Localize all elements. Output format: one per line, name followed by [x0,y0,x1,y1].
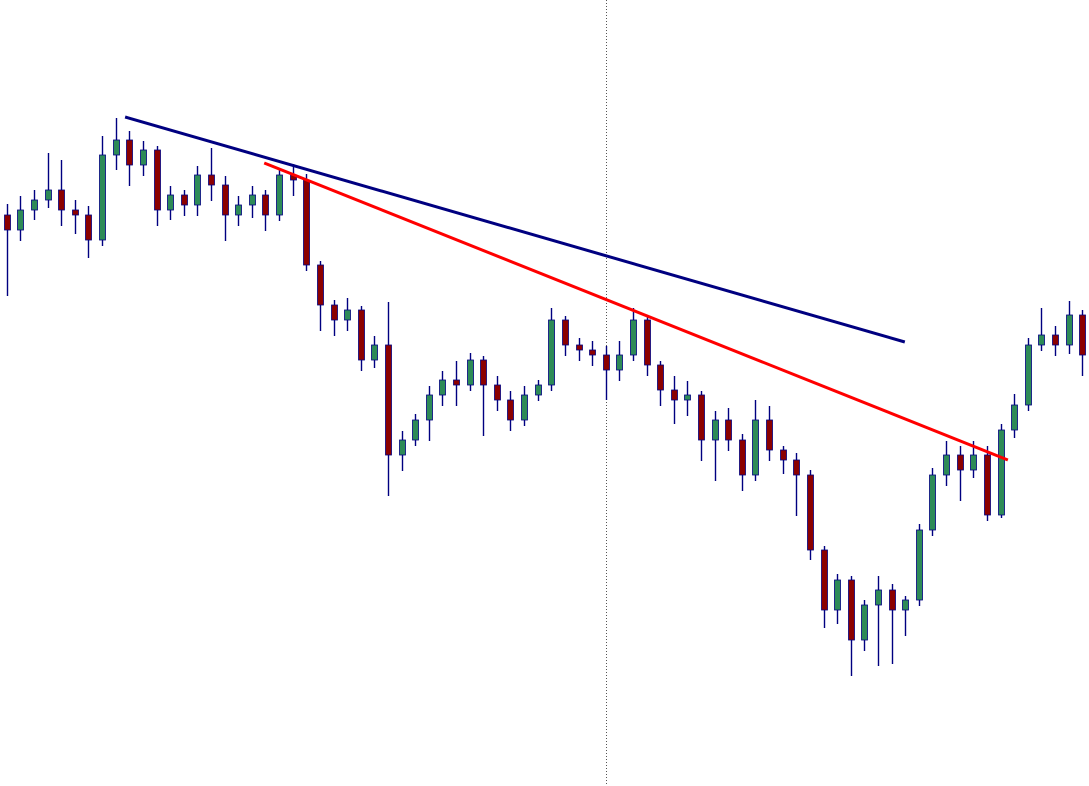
candle-body [548,319,555,386]
candle-body [875,589,882,606]
candle-body [399,439,406,456]
candle-body [1079,314,1086,356]
candle-body [957,454,964,471]
candle-body [412,419,419,441]
trend-line [263,161,1009,462]
trend-line [124,115,906,344]
candle-body [739,439,746,476]
candle-body [1052,334,1059,346]
candle-body [1066,314,1073,346]
candle-body [603,354,610,371]
candle-body [616,354,623,371]
candle-body [780,449,787,461]
candle-body [194,174,201,206]
candle-body [317,264,324,306]
candle-body [31,199,38,211]
candle-body [712,419,719,441]
candle-body [970,454,977,471]
candle-body [589,349,596,356]
candle-body [126,139,133,166]
candle-body [684,394,691,401]
candle-body [1011,404,1018,431]
candle-body [861,604,868,641]
candle-body [929,474,936,531]
candle-body [984,454,991,516]
candle-body [752,419,759,476]
candle-body [167,194,174,211]
candle-body [331,304,338,321]
candle-body [385,344,392,456]
candle-body [85,214,92,241]
candle-body [657,364,664,391]
candle-body [998,429,1005,516]
candle-body [358,309,365,361]
candle-body [766,419,773,451]
candle-body [725,419,732,441]
candle-body [671,389,678,401]
candle-body [1025,344,1032,406]
candle-body [943,454,950,476]
candle-body [793,459,800,476]
candle-body [17,209,24,231]
candle-body [276,174,283,216]
candle-body [453,379,460,386]
candle-body [72,209,79,216]
candle-body [480,359,487,386]
candle-body [889,589,896,611]
candle-body [208,174,215,186]
candle-body [467,359,474,386]
candle-body [4,214,11,231]
candle-body [834,579,841,611]
candle-body [235,204,242,216]
candle-body [439,379,446,396]
candle-body [916,529,923,601]
candle-body [45,189,52,201]
candle-body [1038,334,1045,346]
candle-body [140,149,147,166]
candle-body [181,194,188,206]
candle-body [262,194,269,216]
candle-body [426,394,433,421]
candle-body [535,384,542,396]
candle-body [99,154,106,241]
candle-body [807,474,814,551]
candle-body [58,189,65,211]
candle-body [222,184,229,216]
candle-body [630,319,637,356]
candle-body [902,599,909,611]
candle-body [507,399,514,421]
candle-body [303,179,310,266]
candle-body [154,149,161,211]
candle-body [494,384,501,401]
candle-body [521,394,528,421]
candle-body [371,344,378,361]
candle-body [249,194,256,206]
candle-body [698,394,705,441]
candle-body [576,344,583,351]
candle-body [644,319,651,366]
candle-body [848,579,855,641]
candle-body [821,549,828,611]
candle-body [562,319,569,346]
candle-body [113,139,120,156]
candle-body [344,309,351,321]
